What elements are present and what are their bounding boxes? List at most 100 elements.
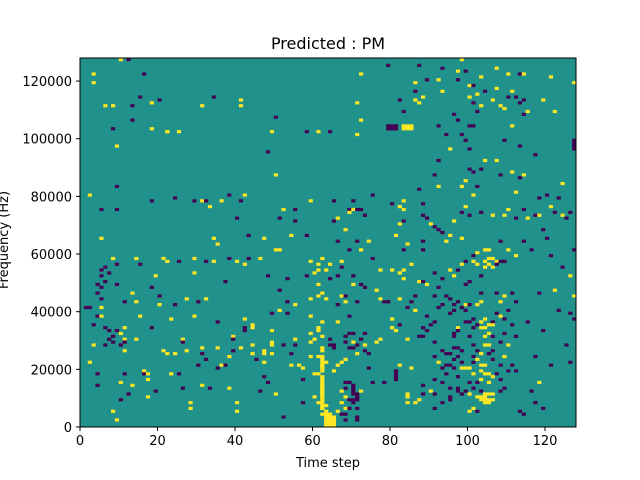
heatmap-cell [184,349,189,353]
heatmap-cell [343,412,348,416]
heatmap-cell [572,144,577,148]
heatmap-cell [471,170,476,174]
heatmap-cell [339,401,344,405]
heatmap-cell [211,259,216,263]
heatmap-cell [521,112,526,116]
heatmap-cell [475,380,480,385]
heatmap-cell [215,346,220,350]
heatmap-cell [514,95,519,99]
heatmap-cell [347,331,352,336]
heatmap-cell [525,216,530,220]
heatmap-cell [328,418,333,422]
heatmap-cell [444,372,449,376]
heatmap-cell [432,271,437,275]
heatmap-cell [417,334,422,338]
heatmap-cell [262,352,267,356]
heatmap-cell [409,124,414,128]
heatmap-cell [281,207,286,212]
heatmap-cell [320,357,325,361]
heatmap-cell [560,213,565,217]
heatmap-cell [490,349,495,353]
heatmap-cell [331,418,337,422]
chart-title: Predicted : PM [271,34,385,53]
y-tick-label: 60000 [31,248,72,263]
heatmap-cell [130,118,135,122]
heatmap-cell [362,331,368,336]
heatmap-cell [114,262,120,266]
heatmap-cell [118,343,123,347]
heatmap-cell [316,354,321,359]
heatmap-cell [517,409,523,413]
heatmap-cell [424,282,430,287]
heatmap-cell [448,352,453,356]
heatmap-cell [541,406,546,410]
heatmap-cell [533,354,538,359]
heatmap-cell [490,213,495,217]
heatmap-cell [514,334,519,338]
heatmap-cell [424,314,430,318]
heatmap-cell [459,210,464,214]
heatmap-cell [149,199,154,203]
heatmap-cell [467,124,472,128]
heatmap-cell [200,383,205,387]
heatmap-cell [506,248,511,252]
heatmap-cell [258,389,263,393]
heatmap-cell [231,334,236,338]
heatmap-cell [238,104,244,108]
heatmap-cell [486,392,492,396]
heatmap-cell [293,337,298,341]
heatmap-cell [262,349,267,353]
heatmap-cell [459,132,464,137]
heatmap-cell [483,334,488,338]
heatmap-cell [479,395,484,399]
heatmap-cell [126,58,131,62]
heatmap-cell [568,210,573,214]
heatmap-cell [324,421,329,425]
heatmap-cell [316,326,321,330]
heatmap-cell [463,389,468,393]
heatmap-cell [238,346,244,350]
heatmap-cell [467,147,472,151]
x-axis: 0 20 40 60 80 100 120 [76,427,557,449]
heatmap-cell [405,337,410,341]
heatmap-cell [107,328,112,333]
heatmap-cell [467,83,472,88]
heatmap-cell [351,282,356,287]
heatmap-cell [118,58,123,62]
heatmap-cell [514,254,519,258]
heatmap-cell [103,279,108,284]
heatmap-cell [351,386,356,390]
heatmap-cell [122,300,127,304]
heatmap-cell [479,104,484,108]
heatmap-cell [502,213,507,217]
heatmap-cell [300,366,306,370]
heatmap-cell [471,386,476,390]
heatmap-cell [343,406,348,410]
heatmap-cell [103,343,108,347]
heatmap-cell [475,262,480,266]
heatmap-cell [568,274,573,278]
heatmap-cell [99,305,104,310]
y-axis: 0 20000 40000 60000 80000 100000 120000 [22,75,80,436]
heatmap-cell [444,132,449,137]
heatmap-cell [114,282,120,287]
heatmap-cell [161,349,166,353]
heatmap-cell [490,334,495,338]
heatmap-cell [448,147,453,151]
heatmap-cell [320,406,325,410]
heatmap-cell [436,184,441,189]
heatmap-cell [502,107,507,111]
heatmap-cell [324,424,329,428]
heatmap-cell [479,274,484,278]
heatmap-cell [556,308,561,312]
heatmap-cell [475,109,480,114]
heatmap-cell [436,158,441,163]
heatmap-cell [440,66,445,70]
heatmap-cell [386,127,391,131]
heatmap-cell [483,363,488,367]
y-tick-label: 120000 [22,75,72,90]
heatmap-cell [320,354,325,359]
heatmap-cell [421,248,426,252]
heatmap-cell [324,412,329,416]
heatmap-cell [490,265,495,269]
